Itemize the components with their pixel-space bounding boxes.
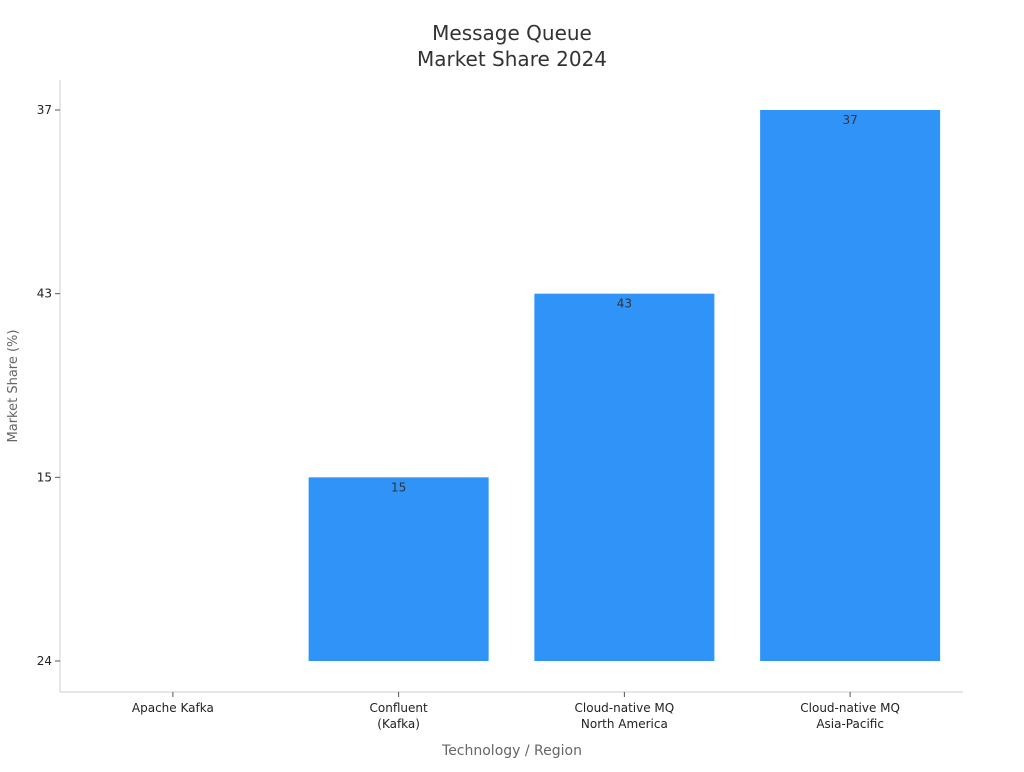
- y-axis-label: Market Share (%): [6, 330, 21, 443]
- x-tick-label-line: Asia-Pacific: [816, 717, 884, 731]
- x-tick-label-line: Confluent: [370, 701, 428, 715]
- x-axis-label: Technology / Region: [441, 743, 582, 759]
- bar: [308, 477, 489, 661]
- x-tick-label: Apache Kafka: [132, 701, 214, 715]
- x-tick-label-line: Apache Kafka: [132, 701, 214, 715]
- bar-value-label: 43: [617, 297, 632, 311]
- x-tick-label-line: Cloud-native MQ: [575, 701, 675, 715]
- y-tick-label: 15: [37, 470, 52, 484]
- x-tick-label: Cloud-native MQ Asia-Pacific: [800, 701, 900, 731]
- y-tick-label: 43: [37, 287, 52, 301]
- bar: [760, 110, 941, 661]
- chart-title-line: Market Share 2024: [417, 47, 607, 71]
- y-tick-label: 24: [37, 654, 52, 668]
- x-tick-label-line: North America: [581, 717, 668, 731]
- bar-value-label: 15: [391, 480, 406, 494]
- y-axis: 24 15 43 37: [37, 80, 61, 692]
- x-axis: Apache Kafka Confluent (Kafka) Cloud-native…: [60, 691, 963, 731]
- x-tick-label-line: (Kafka): [377, 717, 420, 731]
- bar-value-label: 37: [842, 113, 857, 127]
- bars: 15 43 37: [308, 110, 941, 661]
- chart-title-line: Message Queue: [432, 21, 592, 45]
- bar: [534, 293, 715, 661]
- x-tick-label: Cloud-native MQ North America: [575, 701, 675, 731]
- x-tick-label-line: Cloud-native MQ: [800, 701, 900, 715]
- x-tick-label: Confluent (Kafka): [370, 701, 428, 731]
- y-tick-label: 37: [37, 103, 52, 117]
